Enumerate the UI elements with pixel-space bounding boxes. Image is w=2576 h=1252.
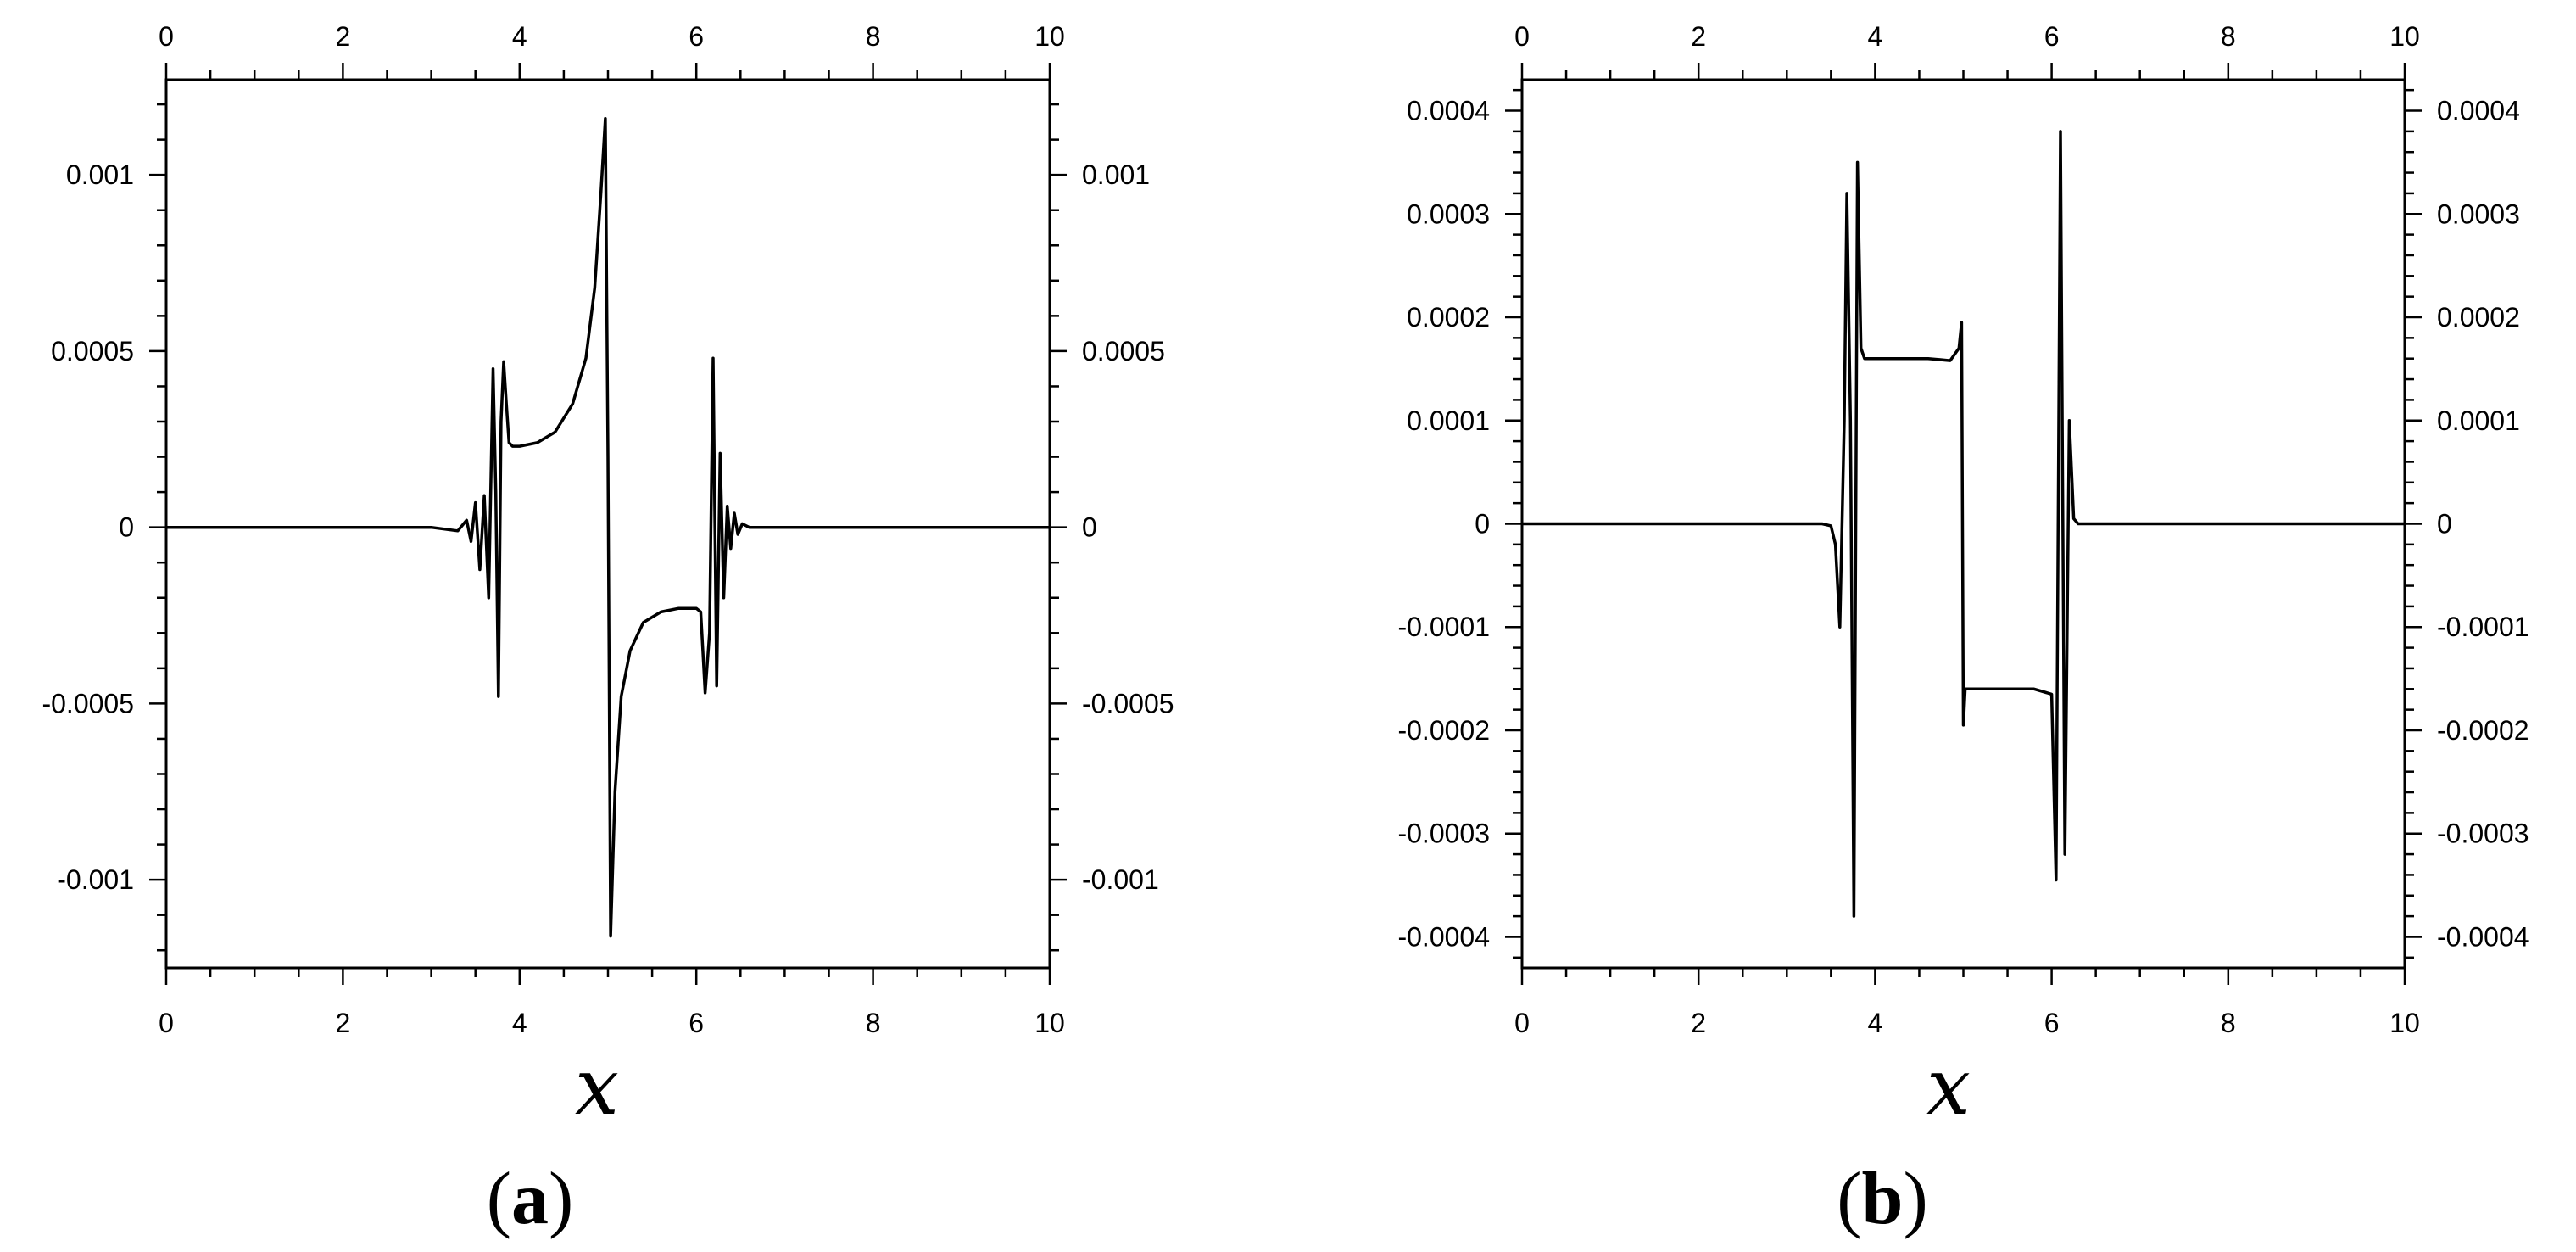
y-tick-label: 0.001 xyxy=(66,159,134,190)
y-tick-label: 0.0005 xyxy=(51,336,134,366)
x-tick-label-top: 10 xyxy=(2389,21,2420,52)
panel-b: 0 0 2 2 4 4 6 6 8 8 10 10 -0.0004 -0.0004 -0.0003 -0.00… xyxy=(1397,21,2529,1240)
x-tick-label-top: 6 xyxy=(2044,21,2060,52)
x-tick-label: 10 xyxy=(1034,1008,1065,1038)
series-line-0 xyxy=(1522,130,2405,918)
x-tick-label-top: 0 xyxy=(1514,21,1530,52)
x-tick-label: 2 xyxy=(1691,1008,1706,1038)
y-tick-label-right: -0.0002 xyxy=(2437,715,2529,746)
y-tick-label-right: 0.0001 xyxy=(2437,405,2520,436)
x-tick-label-top: 2 xyxy=(336,21,351,52)
y-tick-label: -0.0003 xyxy=(1397,819,1490,849)
y-tick-label-right: -0.0003 xyxy=(2437,819,2529,849)
y-tick-label: -0.0002 xyxy=(1397,715,1490,746)
y-tick-label-right: 0 xyxy=(1082,512,1097,543)
y-tick-label-right: 0.0002 xyxy=(2437,302,2520,333)
y-tick-label-right: -0.001 xyxy=(1082,864,1159,895)
y-tick-label-right: 0.001 xyxy=(1082,159,1150,190)
y-tick-label-right: 0.0004 xyxy=(2437,96,2520,126)
x-axis-label: x xyxy=(575,1042,619,1132)
y-tick-label: 0.0004 xyxy=(1407,96,1490,126)
y-tick-label: 0.0001 xyxy=(1407,405,1490,436)
y-tick-label-right: -0.0005 xyxy=(1082,688,1174,718)
y-tick-label: 0 xyxy=(119,512,134,543)
x-tick-label: 4 xyxy=(512,1008,527,1038)
x-tick-label-top: 4 xyxy=(512,21,527,52)
panel-a: 0 0 2 2 4 4 6 6 8 8 10 10 -0.001 -0.001 -0.0005 -0.0005… xyxy=(42,21,1174,1240)
x-tick-label: 8 xyxy=(2221,1008,2236,1038)
x-tick-label: 8 xyxy=(866,1008,881,1038)
series-line-0 xyxy=(166,116,1050,938)
y-tick-label-right: 0.0005 xyxy=(1082,336,1165,366)
panel-caption: (a) xyxy=(487,1158,574,1240)
y-tick-label-right: 0 xyxy=(2437,509,2452,539)
x-tick-label: 0 xyxy=(159,1008,174,1038)
x-tick-label-top: 8 xyxy=(2221,21,2236,52)
x-tick-label-top: 4 xyxy=(1868,21,1883,52)
x-tick-label-top: 6 xyxy=(689,21,704,52)
x-tick-label-top: 2 xyxy=(1691,21,1706,52)
y-tick-label-right: -0.0004 xyxy=(2437,921,2529,952)
y-tick-label: -0.0005 xyxy=(42,688,134,718)
x-tick-label-top: 10 xyxy=(1034,21,1065,52)
x-tick-label: 2 xyxy=(336,1008,351,1038)
y-tick-label: 0 xyxy=(1475,509,1490,539)
x-tick-label: 6 xyxy=(2044,1008,2060,1038)
y-tick-label-right: 0.0003 xyxy=(2437,198,2520,229)
x-tick-label-top: 0 xyxy=(159,21,174,52)
x-tick-label: 4 xyxy=(1868,1008,1883,1038)
panel-caption: (b) xyxy=(1837,1158,1928,1240)
x-tick-label-top: 8 xyxy=(866,21,881,52)
x-tick-label: 0 xyxy=(1514,1008,1530,1038)
x-tick-label: 10 xyxy=(2389,1008,2420,1038)
y-tick-label: 0.0003 xyxy=(1407,198,1490,229)
y-tick-label: -0.0001 xyxy=(1397,612,1490,642)
y-tick-label: 0.0002 xyxy=(1407,302,1490,333)
x-axis-label: x xyxy=(1926,1042,1971,1132)
x-tick-label: 6 xyxy=(689,1008,704,1038)
y-tick-label-right: -0.0001 xyxy=(2437,612,2529,642)
y-tick-label: -0.0004 xyxy=(1397,921,1490,952)
y-tick-label: -0.001 xyxy=(57,864,134,895)
